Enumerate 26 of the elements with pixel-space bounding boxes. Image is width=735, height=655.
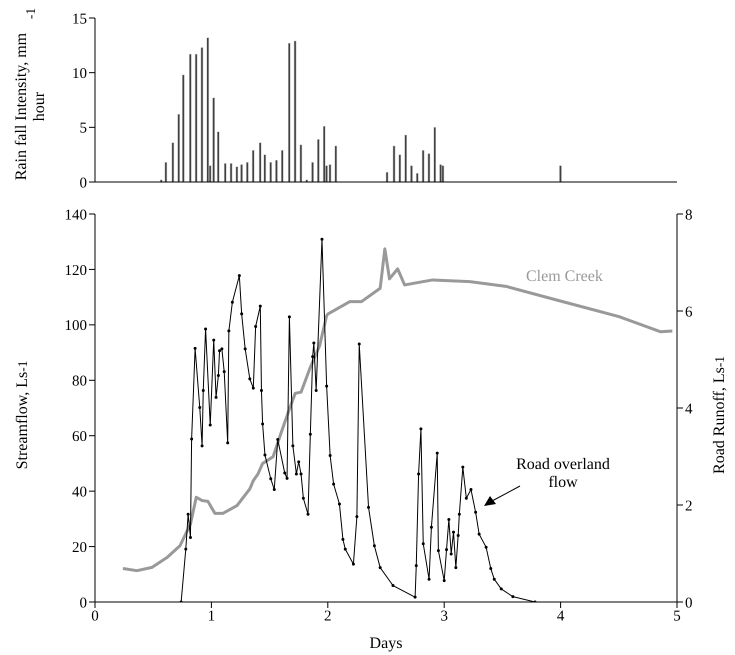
y2-tick-label: 0 [685,595,692,612]
x-tick-label: 4 [556,608,565,625]
y2-tick-label: 6 [685,304,693,320]
y2-tick-label: 4 [685,401,693,418]
y2-tick-label: 2 [685,498,692,514]
x-tick-label: 0 [91,608,99,625]
y-tick-label: 15 [72,11,87,28]
y-tick-label: 10 [72,66,87,82]
x-axis-title: Days [370,635,402,652]
y-tick-label: 20 [72,540,87,556]
y-tick-label: 120 [64,262,87,279]
y-tick-label: 0 [80,595,87,612]
series-label: Clem Creek [526,268,603,286]
y-tick-label: 5 [80,120,87,137]
y-tick-label: 80 [72,374,87,390]
y-tick-label: 100 [64,318,87,334]
y2-tick-label: 8 [685,207,692,224]
x-tick-label: 5 [673,608,681,625]
y-tick-label: 0 [80,175,87,192]
x-tick-label: 1 [208,608,216,625]
x-tick-label: 3 [440,608,448,625]
y-tick-label: 140 [64,207,87,224]
text: Road overland flow [515,456,611,492]
y-tick-label: 40 [72,484,87,500]
y-tick-label: 60 [72,429,87,446]
x-tick-label: 2 [324,608,332,625]
